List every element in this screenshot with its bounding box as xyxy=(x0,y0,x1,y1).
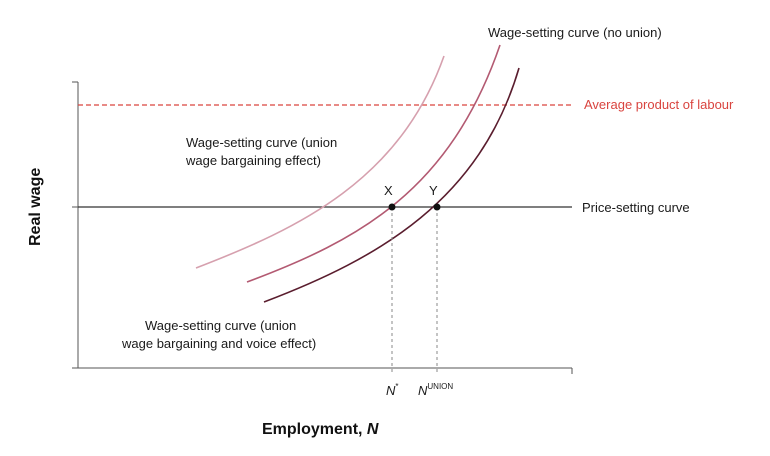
ws-no-union-label: Wage-setting curve (no union) xyxy=(488,25,662,40)
y-axis-title: Real wage xyxy=(27,168,44,246)
point-x-label: X xyxy=(384,183,393,198)
x-axis-variable: N xyxy=(367,421,379,438)
price-setting-label: Price-setting curve xyxy=(582,200,690,215)
point-x-marker xyxy=(388,203,396,211)
ws-curve-voice xyxy=(195,55,445,269)
apl-label: Average product of labour xyxy=(584,97,734,112)
ws-curve-bargaining xyxy=(246,44,501,283)
n-union-superscript: UNION xyxy=(427,382,453,391)
n-union-tick-label: NUNION xyxy=(418,382,453,398)
point-y-label: Y xyxy=(429,183,438,198)
ws-voice-label-line1: Wage-setting curve (union xyxy=(145,318,296,333)
ws-voice-label-line2: wage bargaining and voice effect) xyxy=(121,336,316,351)
n-star-superscript: * xyxy=(395,382,398,391)
n-star-tick-label: N* xyxy=(386,382,399,398)
ws-bargaining-label-line1: Wage-setting curve (union xyxy=(186,135,337,150)
x-axis-title: Employment, N xyxy=(262,421,379,438)
point-y-marker xyxy=(433,203,441,211)
ws-bargaining-label-line2: wage bargaining effect) xyxy=(185,153,321,168)
ws-curve-no-union xyxy=(263,67,520,303)
